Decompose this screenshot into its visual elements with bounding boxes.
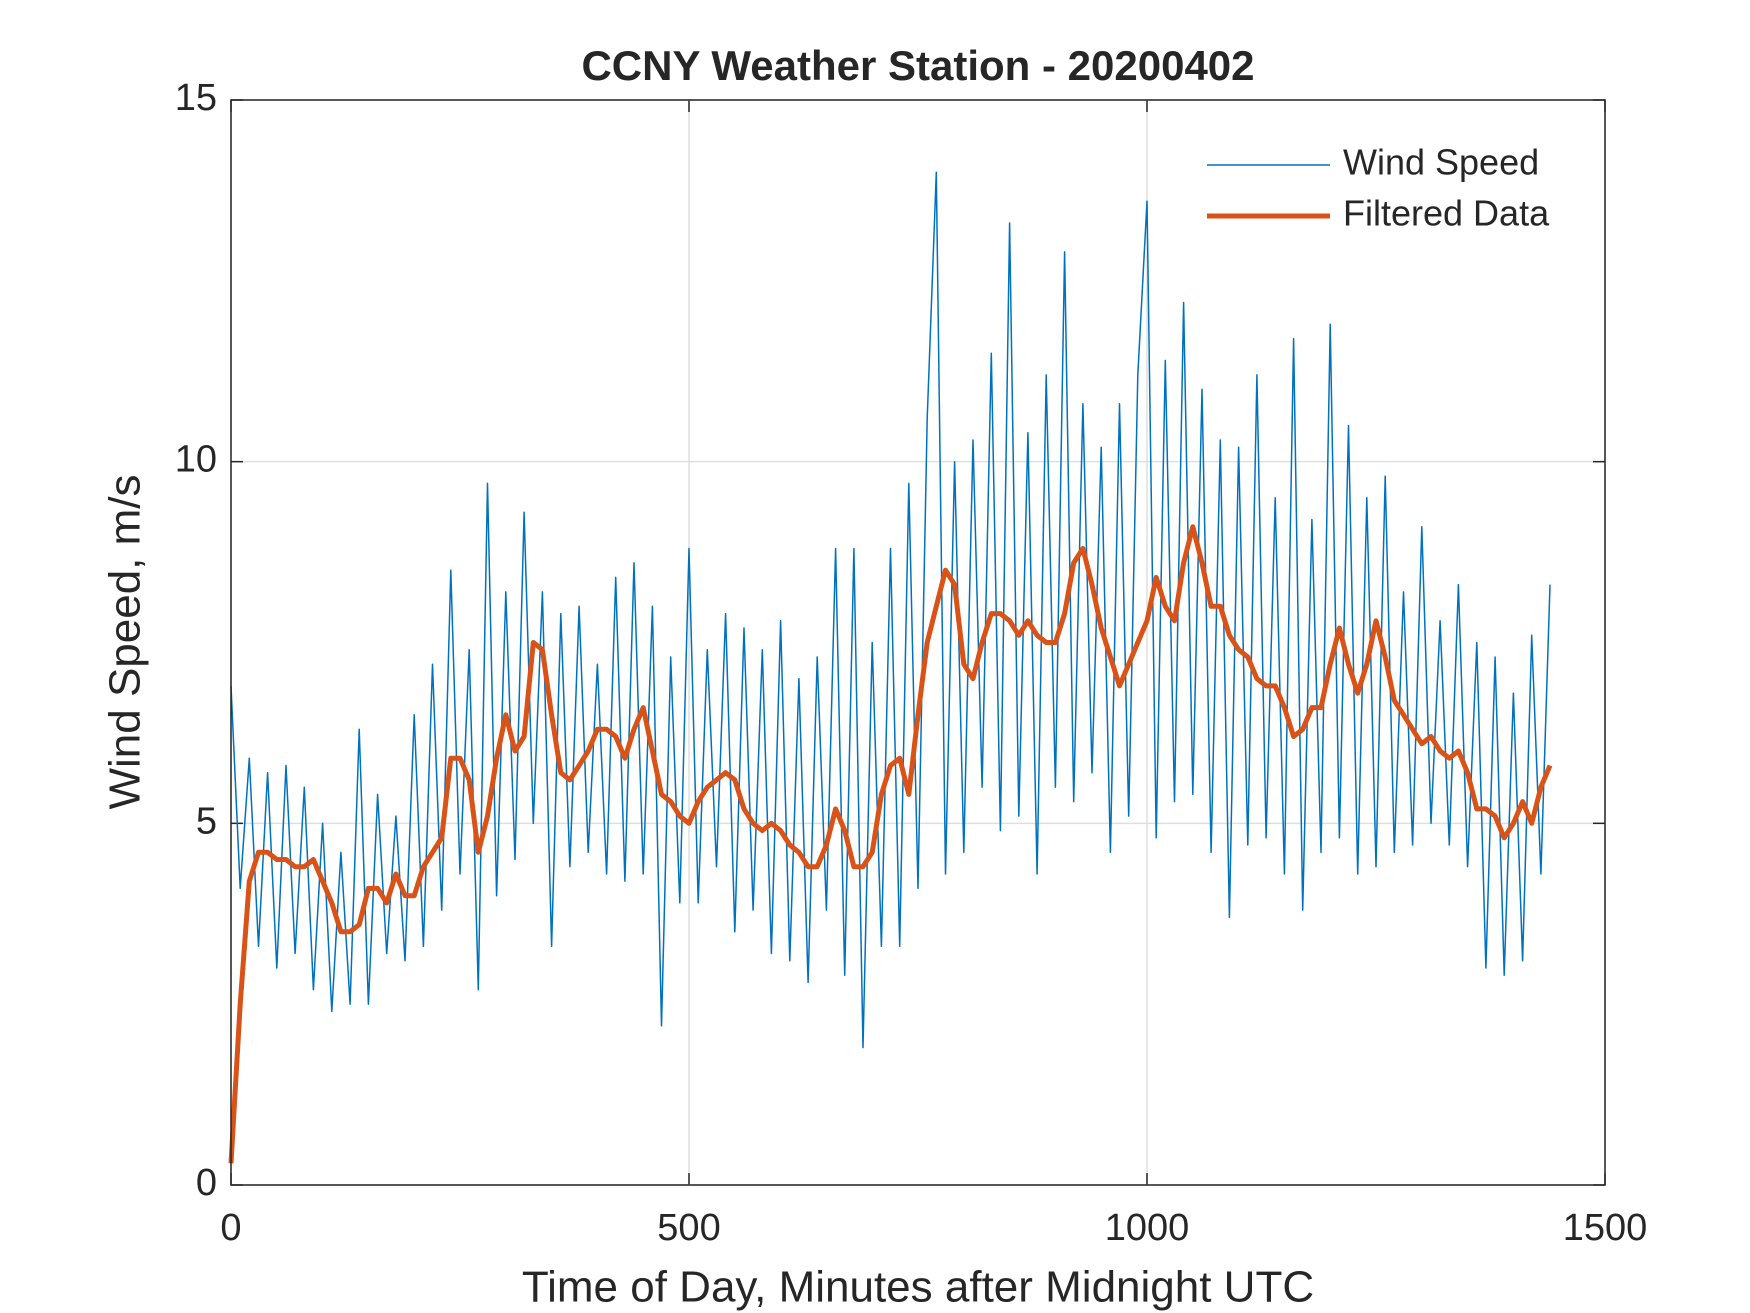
x-tick-label: 0 (220, 1207, 241, 1249)
data-line (228, 524, 1553, 1164)
x-tick-label: 1500 (1563, 1207, 1648, 1249)
legend-label: Filtered Data (1343, 193, 1550, 234)
y-axis-label: Wind Speed, m/s (101, 474, 150, 809)
plot-frame (230, 99, 1606, 1186)
y-tick-label: 5 (196, 800, 217, 842)
y-tick-label: 10 (175, 439, 217, 481)
y-tick-label: 15 (175, 77, 217, 119)
chart-title: CCNY Weather Station - 20200402 (581, 42, 1254, 89)
legend-label: Wind Speed (1343, 142, 1539, 183)
y-tick-label: 0 (196, 1162, 217, 1204)
x-tick-label: 500 (657, 1207, 720, 1249)
x-tick-label: 1000 (1105, 1207, 1190, 1249)
data-line (230, 171, 1551, 1049)
x-axis-label: Time of Day, Minutes after Midnight UTC (522, 1263, 1314, 1312)
